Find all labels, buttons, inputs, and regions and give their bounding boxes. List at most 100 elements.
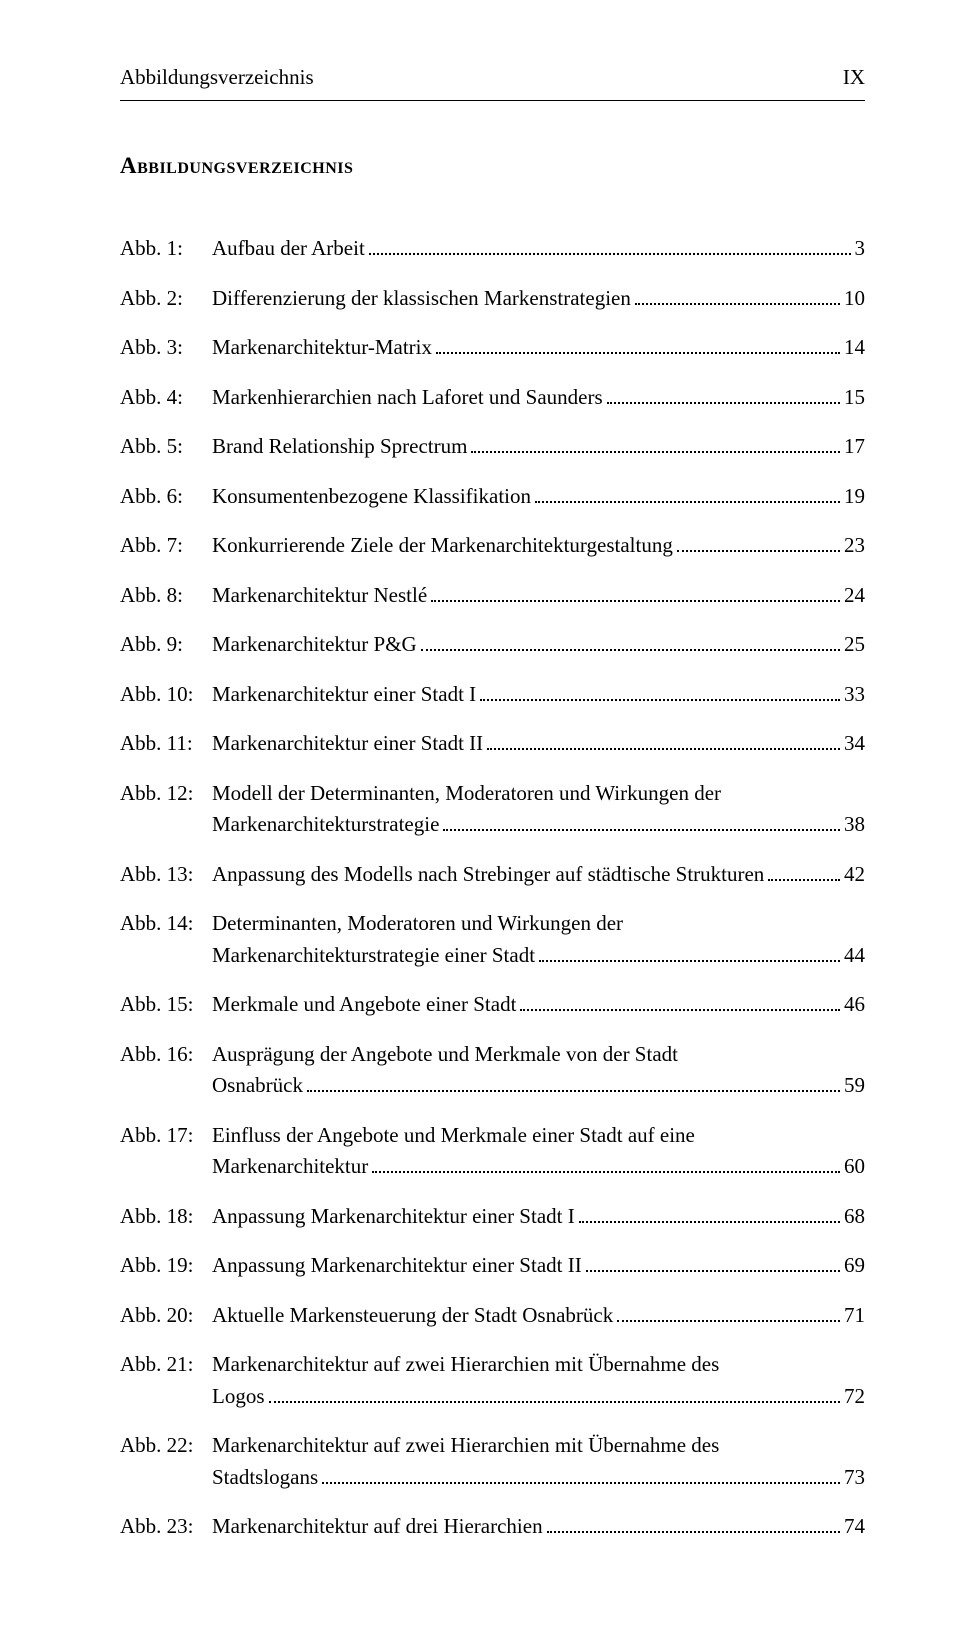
toc-entry-page: 73 [844,1462,865,1494]
toc-entry-label: Abb. 7: [120,530,212,562]
toc-entry: Abb. 15:Merkmale und Angebote einer Stad… [120,989,865,1021]
section-title-text: Abbildungsverzeichnis [120,153,353,178]
toc-entry-text: Markenarchitektur einer Stadt II [212,728,483,760]
toc-entry-page: 24 [844,580,865,612]
toc-entry-text: Merkmale und Angebote einer Stadt [212,989,516,1021]
toc-entry-label: Abb. 6: [120,481,212,513]
toc-entry-page: 3 [855,233,866,265]
toc-entry-label: Abb. 15: [120,989,212,1021]
toc-entry-body: Einfluss der Angebote und Merkmale einer… [212,1120,865,1152]
toc-entry-text: Markenarchitektur-Matrix [212,332,432,364]
toc-entry-body: Markenarchitektur-Matrix 14 [212,332,865,364]
toc-entry-label: Abb. 10: [120,679,212,711]
toc-entry-page: 71 [844,1300,865,1332]
toc-entry-body: Anpassung des Modells nach Strebinger au… [212,859,865,891]
toc-entry-text: Brand Relationship Sprectrum [212,431,467,463]
toc-leader [579,1221,840,1223]
toc-entry: Abb. 1:Aufbau der Arbeit 3 [120,233,865,265]
toc-entry-text: Anpassung Markenarchitektur einer Stadt … [212,1201,575,1233]
toc-entry-text: Markenarchitektur einer Stadt I [212,679,476,711]
toc-entry-label: Abb. 22: [120,1430,212,1462]
toc-entry-continuation: Markenarchitektur 60 [212,1151,865,1183]
toc-leader [635,303,840,305]
toc-leader [535,501,840,503]
toc-entry-text: Aktuelle Markensteuerung der Stadt Osnab… [212,1300,613,1332]
running-header: Abbildungsverzeichnis IX [120,62,865,94]
toc-entry: Abb. 14:Determinanten, Moderatoren und W… [120,908,865,940]
toc-entry-body: Markenarchitektur auf zwei Hierarchien m… [212,1349,865,1381]
toc-entry-body: Markenarchitektur P&G25 [212,629,865,661]
toc-entry-body: Aufbau der Arbeit 3 [212,233,865,265]
toc-entry-text: Markenarchitektur [212,1151,368,1183]
toc-leader [617,1320,840,1322]
toc-entry-body: Markenarchitektur auf drei Hierarchien 74 [212,1511,865,1543]
list-of-figures: Abb. 1:Aufbau der Arbeit3Abb. 2:Differen… [120,233,865,1543]
toc-entry-label: Abb. 12: [120,778,212,810]
toc-entry-label: Abb. 20: [120,1300,212,1332]
toc-entry-text: Konsumentenbezogene Klassifikation [212,481,531,513]
toc-entry-label: Abb. 21: [120,1349,212,1381]
toc-entry-body: Markenarchitektur auf zwei Hierarchien m… [212,1430,865,1462]
toc-leader [443,829,840,831]
toc-entry-text: Einfluss der Angebote und Merkmale einer… [212,1120,695,1152]
toc-entry: Abb. 18:Anpassung Markenarchitektur eine… [120,1201,865,1233]
toc-entry-text: Osnabrück [212,1070,303,1102]
toc-entry-text: Aufbau der Arbeit [212,233,365,265]
toc-entry-body: Markenarchitektur einer Stadt II34 [212,728,865,760]
toc-leader [269,1401,841,1403]
toc-leader [369,253,851,255]
toc-entry-body: Markenhierarchien nach Laforet und Saund… [212,382,865,414]
toc-entry-label: Abb. 8: [120,580,212,612]
toc-entry-text: Logos [212,1381,265,1413]
toc-entry-page: 44 [844,940,865,972]
toc-leader [436,352,840,354]
toc-entry-text: Markenarchitektur P&G [212,629,417,661]
toc-entry-label: Abb. 4: [120,382,212,414]
toc-entry-label: Abb. 1: [120,233,212,265]
toc-entry-body: Ausprägung der Angebote und Merkmale von… [212,1039,865,1071]
header-left: Abbildungsverzeichnis [120,62,314,94]
toc-entry-page: 72 [844,1381,865,1413]
toc-entry: Abb. 11:Markenarchitektur einer Stadt II… [120,728,865,760]
toc-entry-page: 14 [844,332,865,364]
toc-entry: Abb. 12:Modell der Determinanten, Modera… [120,778,865,810]
toc-entry-page: 42 [844,859,865,891]
toc-entry-text: Markenarchitektur auf zwei Hierarchien m… [212,1349,719,1381]
toc-entry-page: 74 [844,1511,865,1543]
toc-entry: Abb. 10:Markenarchitektur einer Stadt I3… [120,679,865,711]
toc-entry-body: Anpassung Markenarchitektur einer Stadt … [212,1201,865,1233]
toc-entry-label: Abb. 11: [120,728,212,760]
toc-entry-continuation: Osnabrück59 [212,1070,865,1102]
toc-entry-page: 19 [844,481,865,513]
toc-entry-label: Abb. 3: [120,332,212,364]
toc-leader [539,960,840,962]
toc-entry-label: Abb. 5: [120,431,212,463]
toc-leader [487,748,840,750]
toc-leader [421,649,840,651]
toc-entry-label: Abb. 19: [120,1250,212,1282]
toc-entry-page: 68 [844,1201,865,1233]
toc-entry-body: Anpassung Markenarchitektur einer Stadt … [212,1250,865,1282]
toc-entry-page: 15 [844,382,865,414]
toc-entry: Abb. 13:Anpassung des Modells nach Streb… [120,859,865,891]
toc-leader [607,402,840,404]
toc-entry-page: 60 [844,1151,865,1183]
toc-entry-page: 17 [844,431,865,463]
toc-leader [431,600,840,602]
toc-leader [372,1171,840,1173]
toc-leader [547,1531,840,1533]
toc-leader [307,1090,840,1092]
toc-entry-text: Markenarchitektur auf drei Hierarchien [212,1511,543,1543]
toc-entry: Abb. 6:Konsumentenbezogene Klassifikatio… [120,481,865,513]
toc-entry-body: Konsumentenbezogene Klassifikation 19 [212,481,865,513]
toc-entry-body: Konkurrierende Ziele der Markenarchitekt… [212,530,865,562]
toc-entry-body: Modell der Determinanten, Moderatoren un… [212,778,865,810]
toc-leader [520,1009,840,1011]
toc-entry-text: Markenarchitektur auf zwei Hierarchien m… [212,1430,719,1462]
toc-entry: Abb. 16:Ausprägung der Angebote und Merk… [120,1039,865,1071]
header-right: IX [843,62,865,94]
toc-entry-continuation: Markenarchitekturstrategie einer Stadt44 [212,940,865,972]
toc-entry-page: 38 [844,809,865,841]
toc-entry-label: Abb. 13: [120,859,212,891]
toc-entry-text: Markenhierarchien nach Laforet und Saund… [212,382,603,414]
